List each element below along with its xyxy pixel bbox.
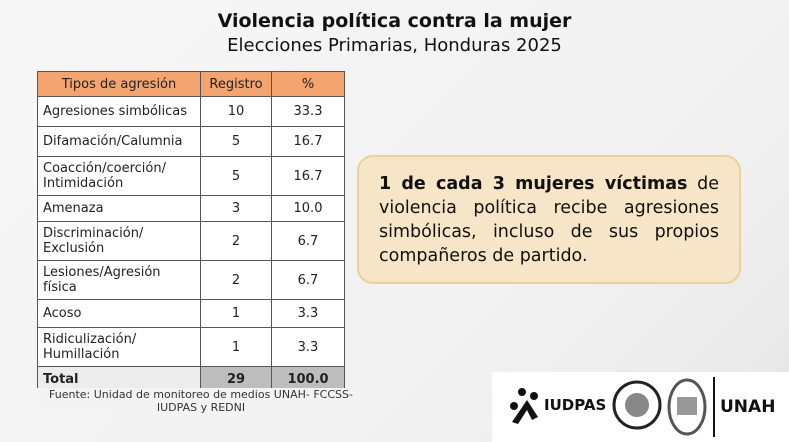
table-row: Agresiones simbólicas 10 33.3 — [37, 96, 345, 127]
table-row: Coacción/coerción/ Intimidación 5 16.7 — [37, 156, 345, 196]
table-cell: 5 — [200, 156, 272, 196]
table-row: Difamación/Calumnia 5 16.7 — [37, 126, 345, 157]
column-header: Registro — [200, 71, 272, 97]
table-row: Lesiones/Agresión física 2 6.7 — [37, 260, 345, 300]
callout: 1 de cada 3 mujeres víctimas de violenci… — [357, 155, 741, 284]
table-cell: Agresiones simbólicas — [37, 96, 201, 127]
unah-logo: UNAH — [720, 397, 775, 417]
callout-bold: 1 de cada 3 mujeres víctimas — [379, 174, 688, 194]
table-cell: Amenaza — [37, 195, 201, 222]
table-row: Discriminación/ Exclusión 2 6.7 — [37, 221, 345, 261]
header-row: Tipos de agresión Registro% — [37, 71, 345, 97]
column-header: Tipos de agresión — [37, 71, 201, 97]
table-cell: 6.7 — [271, 221, 345, 261]
logo-bar: IUDPAS UNAH — [492, 372, 789, 442]
table-cell: Coacción/coerción/ Intimidación — [37, 156, 201, 196]
table-cell: 10.0 — [271, 195, 345, 222]
table-cell: 33.3 — [271, 96, 345, 127]
total-cell: Total — [37, 366, 201, 392]
table-cell: 3.3 — [271, 299, 345, 328]
logos: IUDPAS UNAH — [510, 377, 775, 437]
table-cell: 16.7 — [271, 156, 345, 196]
data-table: Tipos de agresión Registro% Agresiones si… — [37, 71, 345, 392]
table-cell: Acoso — [37, 299, 201, 328]
callout-text: de violencia política recibe agresiones … — [379, 174, 719, 266]
table-row: Acoso 1 3.3 — [37, 299, 345, 328]
table-cell: 3.3 — [271, 327, 345, 367]
title: Violencia política contra la mujer — [217, 10, 572, 32]
table-row: Amenaza 3 10.0 — [37, 195, 345, 222]
table-cell: 2 — [200, 260, 272, 300]
table-cell: 1 — [200, 327, 272, 367]
table-row: Ridiculización/ Humillación 1 3.3 — [37, 327, 345, 367]
table-cell: 5 — [200, 126, 272, 157]
seal-center — [677, 397, 697, 415]
table-body: Agresiones simbólicas 10 33.3 Difamación/Ca… — [37, 96, 345, 392]
table-cell: 10 — [200, 96, 272, 127]
table-cell: Discriminación/ Exclusión — [37, 221, 201, 261]
table-cell: 6.7 — [271, 260, 345, 300]
total-row: Total 29 100.0 — [37, 366, 345, 392]
seal-center — [625, 393, 649, 417]
table-cell: Difamación/Calumnia — [37, 126, 201, 157]
source: Fuente: Unidad de monitoreo de medios UN… — [37, 388, 365, 414]
table-cell: 16.7 — [271, 126, 345, 157]
iudpas-icon — [510, 388, 538, 424]
iudpas-logo: IUDPAS — [544, 396, 606, 414]
table-cell: 1 — [200, 299, 272, 328]
column-header: % — [271, 71, 345, 97]
table-cell: 2 — [200, 221, 272, 261]
subtitle: Elecciones Primarias, Honduras 2025 — [227, 35, 562, 56]
table-cell: Lesiones/Agresión física — [37, 260, 201, 300]
table-cell: 3 — [200, 195, 272, 222]
table-cell: Ridiculización/ Humillación — [37, 327, 201, 367]
